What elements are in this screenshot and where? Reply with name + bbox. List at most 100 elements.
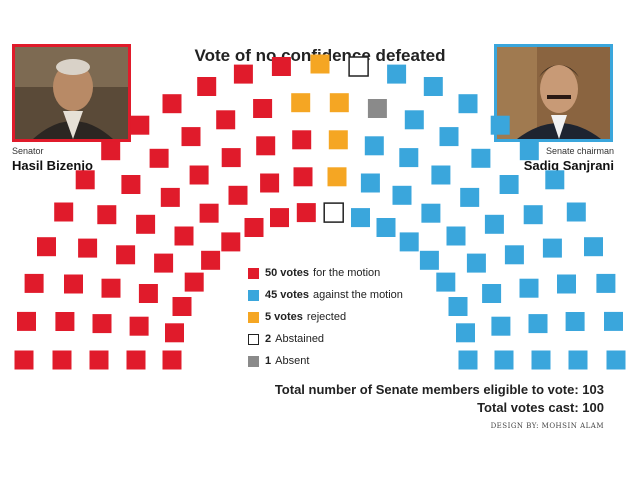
seat-rejected	[327, 167, 347, 187]
senator-role: Senator	[12, 146, 44, 156]
seat-for	[149, 148, 169, 168]
seat-against	[436, 272, 456, 292]
seat-against	[423, 77, 443, 96]
legend-label: rejected	[306, 311, 347, 323]
seat-for	[244, 218, 264, 237]
seat-for	[75, 170, 95, 190]
chairman-photo	[494, 44, 613, 142]
seat-against	[364, 136, 384, 156]
legend-count: 2	[265, 333, 272, 345]
seat-for	[293, 167, 313, 187]
seat-for	[221, 148, 241, 168]
seat-against	[504, 245, 524, 265]
seat-for	[253, 99, 273, 118]
legend-label: against the motion	[313, 289, 403, 301]
seat-against	[604, 311, 623, 331]
seat-against	[404, 110, 424, 130]
seat-against	[531, 350, 551, 370]
seat-against	[557, 274, 576, 294]
seat-for	[233, 64, 253, 84]
seat-for	[116, 245, 136, 265]
seat-for	[129, 316, 149, 336]
seat-for	[201, 250, 221, 270]
legend-swatch	[248, 311, 259, 323]
seat-for	[97, 205, 117, 225]
seat-for	[54, 202, 74, 222]
legend-count: 5 votes	[265, 311, 303, 323]
seat-against	[482, 284, 502, 303]
seat-for	[260, 173, 280, 193]
seat-against	[490, 115, 510, 135]
seat-for	[270, 208, 289, 228]
senator-photo	[12, 44, 131, 142]
seat-against	[399, 148, 419, 168]
seat-against	[519, 278, 539, 298]
legend-item-for: 50 votes for the motion	[248, 266, 380, 280]
seat-against	[392, 185, 412, 205]
seat-for	[37, 237, 56, 257]
seat-against	[545, 170, 565, 190]
legend-item-against: 45 votes against the motion	[248, 288, 403, 302]
seat-for	[52, 350, 72, 370]
legend-count: 50 votes	[265, 267, 310, 279]
chairman-name: Sadiq Sanjrani	[523, 158, 614, 173]
legend-count: 1	[265, 355, 272, 367]
seat-against	[456, 323, 475, 343]
seat-for	[221, 232, 241, 252]
seat-for	[126, 350, 146, 370]
senator-name: Hasil Bizenjo	[12, 158, 93, 173]
portrait-photo-icon	[15, 47, 128, 139]
legend-label: for the motion	[313, 267, 381, 279]
seat-against	[528, 314, 548, 334]
seat-against	[446, 226, 466, 246]
seat-for	[101, 278, 121, 298]
seat-against	[471, 148, 491, 168]
seat-for	[160, 187, 180, 207]
legend-swatch	[248, 333, 259, 345]
seat-for	[189, 165, 209, 185]
seat-rejected	[291, 93, 311, 113]
seat-against	[566, 202, 586, 222]
seat-for	[121, 175, 141, 194]
seat-against	[351, 208, 370, 228]
legend-swatch	[248, 355, 259, 367]
seat-for	[174, 226, 194, 246]
portrait-photo-icon	[497, 47, 610, 139]
seat-against	[460, 187, 480, 207]
seat-against	[484, 214, 504, 234]
seat-against	[458, 94, 478, 114]
seat-for	[64, 274, 83, 294]
seat-for	[197, 77, 217, 96]
seat-against	[606, 350, 626, 370]
seat-for	[172, 297, 192, 316]
seat-against	[448, 297, 468, 316]
chairman-role: Senate chairman	[545, 146, 614, 156]
seat-for	[162, 94, 182, 114]
seat-against	[584, 237, 603, 257]
design-credit: DESIGN BY: MOHSIN ALAM	[490, 422, 604, 430]
seat-for	[101, 141, 121, 161]
seat-against	[421, 203, 441, 223]
seat-for	[228, 185, 248, 205]
seat-rejected	[328, 130, 348, 150]
seat-against	[523, 205, 543, 225]
seat-against	[376, 218, 396, 237]
seat-for	[216, 110, 236, 130]
seat-for	[165, 323, 184, 343]
seat-against	[519, 141, 539, 161]
legend-label: Absent	[275, 355, 310, 367]
seat-against	[596, 273, 616, 293]
seat-against	[565, 312, 585, 331]
seat-for	[92, 314, 112, 334]
seat-for	[17, 311, 36, 331]
seat-abstained	[348, 56, 369, 77]
seat-against	[542, 238, 562, 258]
seat-rejected	[329, 93, 349, 113]
seat-for	[181, 127, 201, 147]
seat-for	[130, 115, 150, 135]
seat-for	[55, 312, 75, 331]
seat-for	[136, 214, 156, 234]
seat-against	[439, 127, 459, 147]
legend-count: 45 votes	[265, 289, 310, 301]
